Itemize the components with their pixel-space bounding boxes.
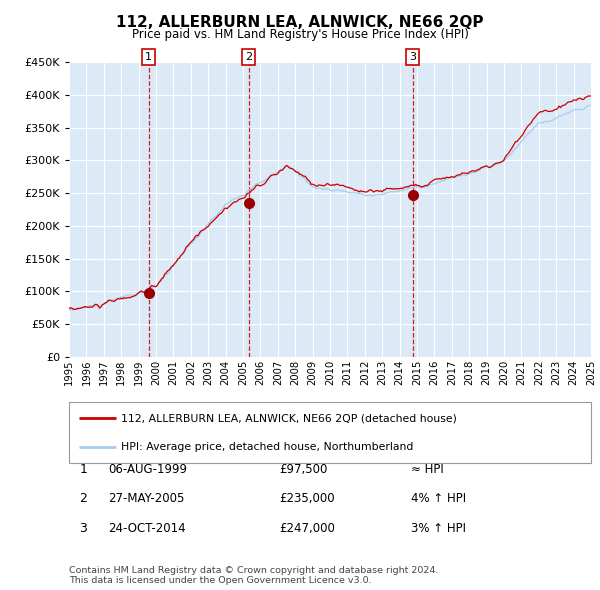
Text: HPI: Average price, detached house, Northumberland: HPI: Average price, detached house, Nort… xyxy=(121,442,413,453)
Text: 24-OCT-2014: 24-OCT-2014 xyxy=(108,522,185,535)
Text: ≈ HPI: ≈ HPI xyxy=(411,463,444,476)
Text: 112, ALLERBURN LEA, ALNWICK, NE66 2QP: 112, ALLERBURN LEA, ALNWICK, NE66 2QP xyxy=(116,15,484,30)
Text: Contains HM Land Registry data © Crown copyright and database right 2024.
This d: Contains HM Land Registry data © Crown c… xyxy=(69,566,439,585)
Text: 112, ALLERBURN LEA, ALNWICK, NE66 2QP (detached house): 112, ALLERBURN LEA, ALNWICK, NE66 2QP (d… xyxy=(121,413,457,423)
Text: 3: 3 xyxy=(409,52,416,62)
Text: Price paid vs. HM Land Registry's House Price Index (HPI): Price paid vs. HM Land Registry's House … xyxy=(131,28,469,41)
Text: £247,000: £247,000 xyxy=(279,522,335,535)
Text: 1: 1 xyxy=(145,52,152,62)
Text: 3% ↑ HPI: 3% ↑ HPI xyxy=(411,522,466,535)
Text: 4% ↑ HPI: 4% ↑ HPI xyxy=(411,492,466,505)
Text: £235,000: £235,000 xyxy=(279,492,335,505)
Text: 27-MAY-2005: 27-MAY-2005 xyxy=(108,492,184,505)
Text: 2: 2 xyxy=(245,52,253,62)
Text: £97,500: £97,500 xyxy=(279,463,328,476)
Text: 1: 1 xyxy=(79,463,88,476)
Text: 3: 3 xyxy=(79,522,88,535)
Text: 06-AUG-1999: 06-AUG-1999 xyxy=(108,463,187,476)
Text: 2: 2 xyxy=(79,492,88,505)
